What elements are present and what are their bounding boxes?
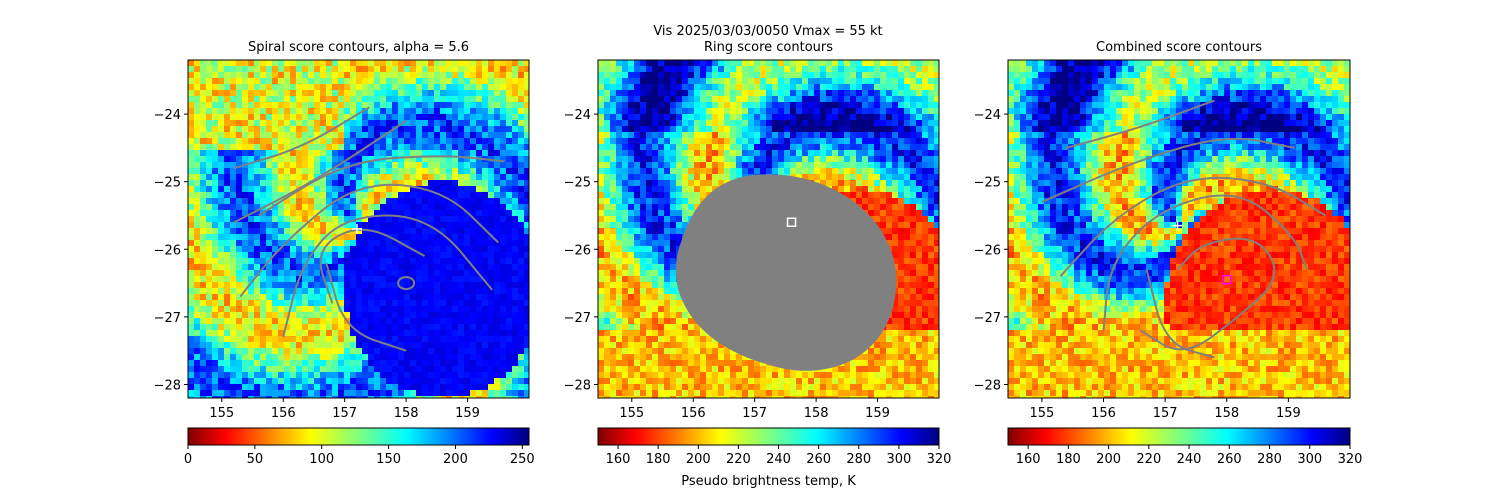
imagery-heatmap	[188, 60, 531, 403]
y-tick-label: −25	[564, 176, 591, 191]
colorbar: 0 50 100 150 200 250	[184, 428, 535, 467]
colorbar-tick-label: 300	[886, 452, 911, 467]
colorbar-tick-label: 260	[1217, 452, 1242, 467]
colorbar-tick-label: 250	[510, 452, 535, 467]
y-tick-label: −26	[154, 243, 181, 258]
colorbar-tick-label: 200	[443, 452, 468, 467]
colorbar-tick-label: 160	[606, 452, 631, 467]
colorbar-tick-label: 200	[1096, 452, 1121, 467]
imagery-heatmap	[598, 60, 941, 403]
panel-combined: Combined score contours 155 156 157 158 159 −2…	[974, 40, 1363, 467]
colorbar: 160 180 200 220 240 260 280 300 320	[1008, 428, 1362, 467]
colorbar-tick-label: 260	[806, 452, 831, 467]
x-tick-label: 158	[394, 406, 419, 421]
x-tick-label: 159	[1276, 406, 1301, 421]
y-tick-label: −26	[974, 243, 1001, 258]
colorbar-tick-label: 220	[726, 452, 751, 467]
panel-title: Combined score contours	[1096, 40, 1262, 55]
x-tick-label: 156	[1091, 406, 1116, 421]
colorbar-label: Pseudo brightness temp, K	[681, 474, 856, 489]
x-tick-label: 159	[865, 406, 890, 421]
x-tick-label: 159	[455, 406, 480, 421]
y-tick-label: −27	[154, 311, 181, 326]
x-tick-label: 157	[332, 406, 357, 421]
x-tick-label: 157	[742, 406, 767, 421]
y-tick-label: −28	[154, 378, 181, 393]
colorbar-tick-label: 180	[646, 452, 671, 467]
y-tick-label: −26	[564, 243, 591, 258]
y-tick-label: −27	[564, 311, 591, 326]
x-tick-label: 156	[271, 406, 296, 421]
y-tick-label: −25	[154, 176, 181, 191]
colorbar-tick-label: 280	[1257, 452, 1282, 467]
colorbar-tick-label: 150	[376, 452, 401, 467]
x-tick-label: 158	[1214, 406, 1239, 421]
y-tick-label: −24	[974, 108, 1001, 123]
panel-title: Spiral score contours, alpha = 5.6	[248, 40, 469, 55]
y-tick-label: −27	[974, 311, 1001, 326]
panel-ring: Ring score contours 155 156 157 158 159 −24 −25…	[564, 40, 952, 489]
colorbar-tick-label: 50	[247, 452, 264, 467]
y-tick-label: −25	[974, 176, 1001, 191]
x-tick-label: 155	[1029, 406, 1054, 421]
x-tick-label: 155	[619, 406, 644, 421]
colorbar-tick-label: 240	[1177, 452, 1202, 467]
panel-spiral: Spiral score contours, alpha = 5.6 155 156…	[154, 40, 535, 467]
colorbar-tick-label: 220	[1136, 452, 1161, 467]
y-tick-label: −24	[154, 108, 181, 123]
colorbar-tick-label: 100	[309, 452, 334, 467]
colorbar-gradient	[598, 428, 939, 445]
colorbar-tick-label: 300	[1297, 452, 1322, 467]
colorbar-tick-label: 320	[927, 452, 952, 467]
x-tick-label: 157	[1153, 406, 1178, 421]
y-tick-label: −24	[564, 108, 591, 123]
x-tick-label: 155	[209, 406, 234, 421]
colorbar-tick-label: 320	[1338, 452, 1363, 467]
imagery-heatmap	[1008, 60, 1351, 403]
x-tick-label: 158	[804, 406, 829, 421]
colorbar-gradient	[188, 428, 529, 445]
y-tick-label: −28	[564, 378, 591, 393]
colorbar-tick-label: 0	[184, 452, 192, 467]
x-tick-label: 156	[681, 406, 706, 421]
colorbar-tick-label: 240	[766, 452, 791, 467]
colorbar-tick-label: 180	[1056, 452, 1081, 467]
colorbar-tick-label: 160	[1016, 452, 1041, 467]
suptitle: Vis 2025/03/03/0050 Vmax = 55 kt	[653, 24, 882, 39]
y-tick-label: −28	[974, 378, 1001, 393]
colorbar-gradient	[1008, 428, 1350, 445]
colorbar-tick-label: 280	[846, 452, 871, 467]
colorbar-tick-label: 200	[686, 452, 711, 467]
colorbar: 160 180 200 220 240 260 280 300 320 Pseudo bright…	[598, 428, 951, 489]
panel-title: Ring score contours	[704, 40, 833, 55]
